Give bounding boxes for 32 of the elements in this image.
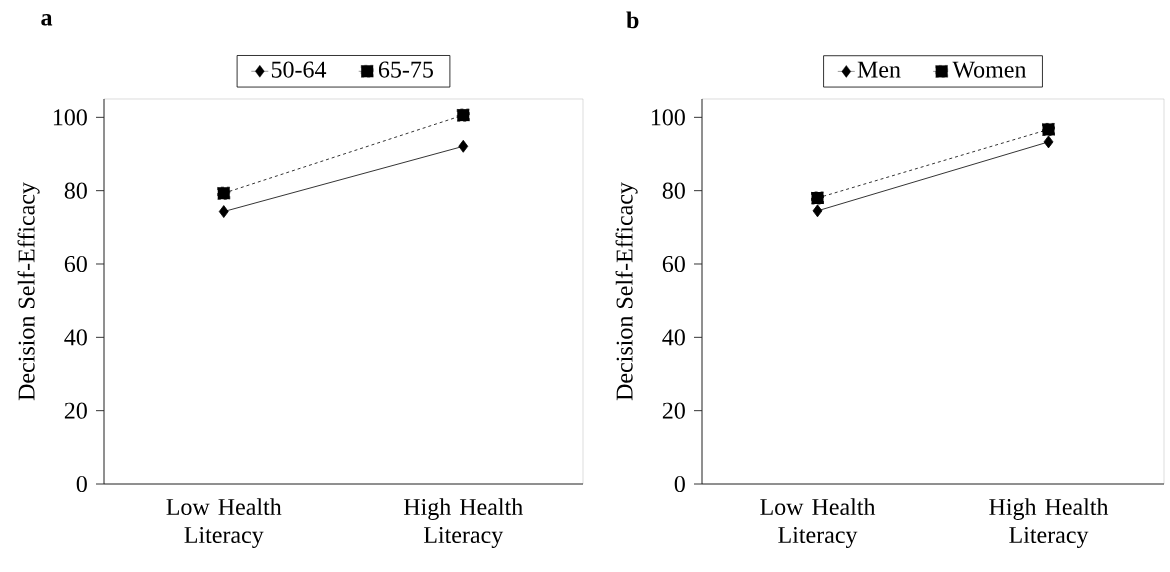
y-tick-label: 80: [64, 182, 87, 199]
point: [217, 186, 231, 200]
point: [1043, 135, 1054, 149]
y-tick-label: 100: [53, 109, 87, 126]
y-axis-title: Decision Self-Efficacy: [615, 182, 638, 401]
chart-title: b: [626, 11, 639, 29]
y-axis-title: Decision Self-Efficacy: [17, 182, 40, 401]
y-tick-label: 20: [64, 402, 87, 419]
y-tick-label: 60: [64, 255, 87, 273]
legend-label: Men: [857, 61, 901, 78]
x-tick-label: Low Health Literacy: [760, 498, 876, 549]
x-tick-label: High Health Literacy: [403, 498, 523, 549]
y-tick-label: 40: [64, 329, 87, 346]
point: [218, 205, 229, 218]
y-tick-label: 0: [76, 475, 87, 493]
y-tick-label: 0: [674, 475, 685, 493]
point: [812, 204, 823, 218]
legend-label: Women: [952, 61, 1027, 78]
y-tick-label: 100: [651, 109, 685, 126]
legend-label: 65-75: [378, 61, 433, 78]
x-tick-label: High Health Literacy: [989, 498, 1109, 549]
point: [1042, 123, 1055, 136]
legend-label: 50-64: [271, 61, 327, 78]
y-tick-label: 40: [662, 329, 685, 346]
y-tick-label: 60: [662, 255, 685, 273]
point: [458, 139, 469, 153]
chart-title: a: [41, 14, 53, 26]
point: [456, 108, 470, 122]
x-tick-label: Low Health Literacy: [166, 498, 282, 549]
y-tick-label: 20: [662, 402, 685, 419]
point: [811, 191, 824, 205]
y-tick-label: 80: [662, 182, 685, 199]
